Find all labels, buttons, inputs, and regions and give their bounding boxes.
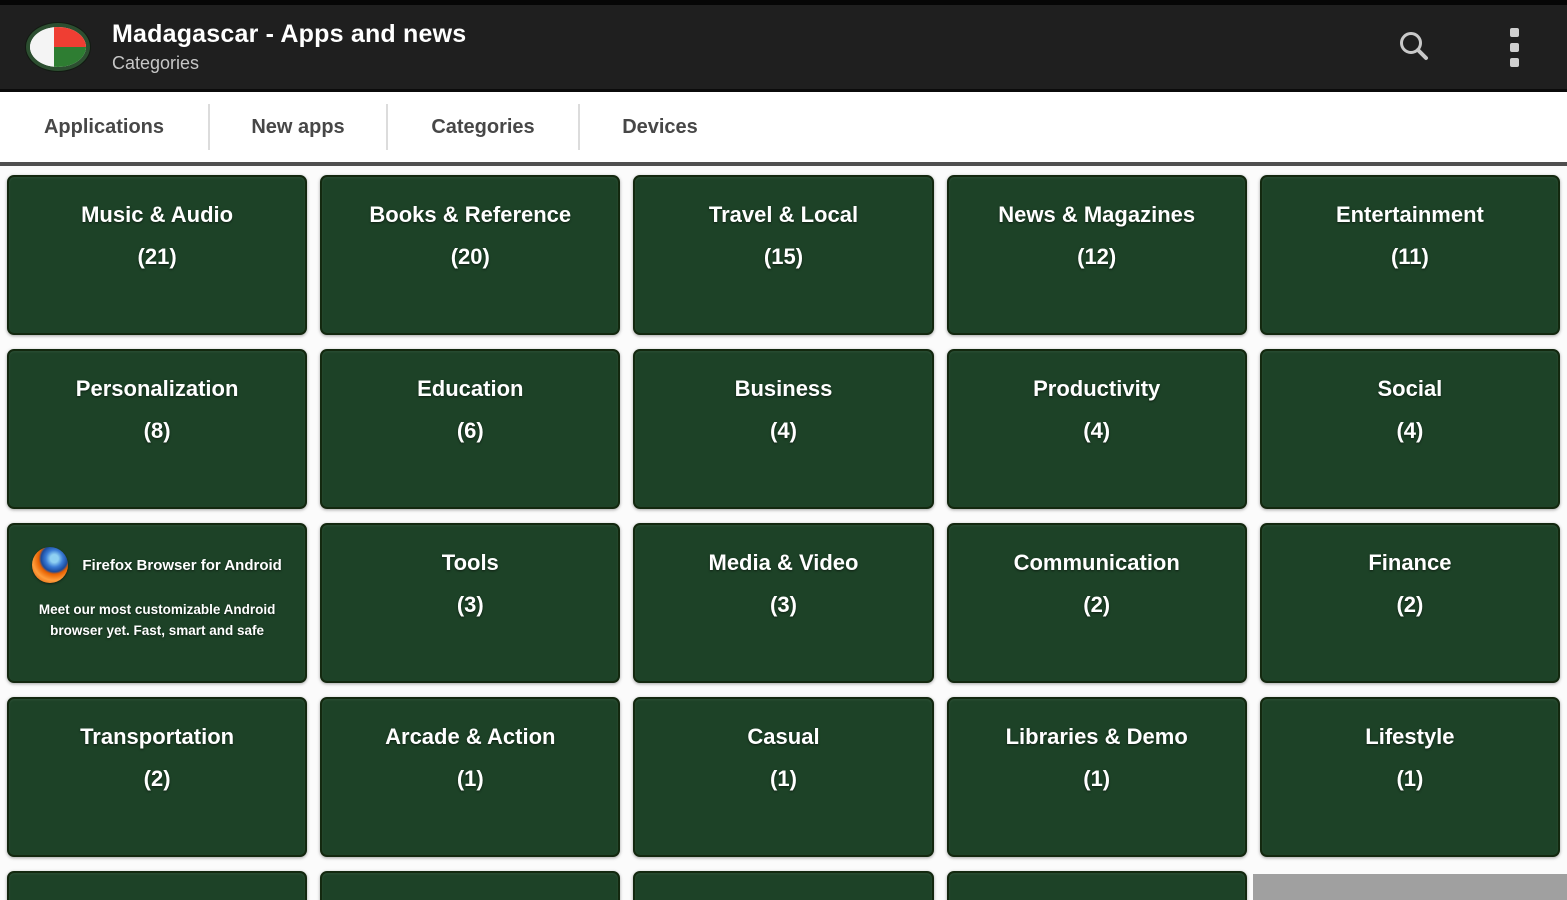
category-count: (21) [137, 244, 177, 269]
category-tile[interactable]: Business (4) [633, 349, 934, 509]
category-count: (8) [143, 418, 171, 443]
action-bar-titles: Madagascar - Apps and news Categories [112, 20, 466, 74]
tab-new-apps[interactable]: New apps [210, 92, 386, 162]
action-bar-actions [1390, 22, 1541, 73]
category-count: (15) [763, 244, 804, 269]
category-tile[interactable]: News & Magazines (12) [946, 175, 1247, 335]
more-options-icon [1510, 27, 1519, 67]
category-count: (1) [770, 766, 797, 791]
overflow-menu-button[interactable] [1504, 22, 1525, 73]
page-title: Madagascar - Apps and news [112, 20, 467, 48]
category-tile[interactable]: Tools (3) [320, 523, 621, 683]
category-count: (2) [1083, 592, 1111, 617]
category-name: Communication [1013, 550, 1180, 575]
category-tile[interactable]: Education (6) [320, 349, 621, 509]
category-name: Finance [1368, 550, 1452, 575]
category-count: (4) [770, 418, 797, 443]
category-tile[interactable]: Books & Reference (20) [320, 175, 621, 335]
tab-bar: Applications New apps Categories Devices [0, 92, 1567, 166]
flag-red-stripe [53, 27, 86, 47]
category-name: Travel & Local [708, 202, 859, 227]
category-name: Tools [441, 550, 499, 575]
category-tile[interactable]: Media & Video (3) [633, 523, 934, 683]
category-count: (1) [456, 766, 484, 791]
tab-devices[interactable]: Devices [580, 92, 740, 162]
ad-tile-firefox[interactable]: Firefox Browser for Android Meet our most… [7, 523, 308, 683]
category-count: (4) [1396, 418, 1424, 443]
category-name: News & Magazines [998, 202, 1196, 227]
category-count: (6) [456, 418, 484, 443]
category-tile[interactable]: Libraries & Demo (1) [946, 697, 1247, 857]
category-name: Media & Video [708, 550, 859, 575]
category-grid: Music & Audio (21) Books & Reference (20) Tr… [0, 166, 1567, 900]
category-tile[interactable]: Communication (2) [946, 523, 1247, 683]
flag-green-stripe [53, 47, 86, 67]
tab-categories[interactable]: Categories [388, 92, 578, 162]
category-count: (1) [1396, 766, 1424, 791]
category-tile[interactable]: Social (4) [1259, 349, 1560, 509]
tab-divider [386, 104, 388, 150]
category-count: (2) [143, 766, 171, 791]
category-tile[interactable]: Finance (2) [1259, 523, 1560, 683]
category-name: Entertainment [1335, 202, 1484, 227]
search-button[interactable] [1390, 23, 1438, 71]
category-name: Libraries & Demo [1005, 724, 1188, 749]
category-name: Business [734, 376, 833, 401]
category-name: Social [1377, 376, 1443, 401]
category-count: (3) [456, 592, 484, 617]
page-subtitle: Categories [112, 53, 200, 73]
category-name: Lifestyle [1365, 724, 1455, 749]
category-name: Education [417, 376, 524, 401]
madagascar-flag-icon [26, 23, 90, 71]
tab-divider [578, 104, 580, 150]
category-count: (12) [1077, 244, 1117, 269]
search-icon [1396, 29, 1432, 65]
category-name: Casual [747, 724, 820, 749]
ad-header: Firefox Browser for Android [32, 547, 282, 583]
category-name: Music & Audio [81, 202, 234, 227]
ad-app-name: Firefox Browser for Android [82, 556, 282, 574]
category-name: Personalization [75, 376, 239, 401]
category-name: Arcade & Action [385, 724, 556, 749]
category-tile-partial[interactable] [946, 871, 1247, 900]
category-tile[interactable]: Entertainment (11) [1259, 175, 1560, 335]
category-count: (3) [770, 592, 797, 617]
category-name: Books & Reference [369, 202, 572, 227]
tab-divider [208, 104, 210, 150]
category-tile[interactable]: Travel & Local (15) [633, 175, 934, 335]
category-tile[interactable]: Productivity (4) [946, 349, 1247, 509]
category-count: (2) [1396, 592, 1424, 617]
tab-applications[interactable]: Applications [0, 92, 208, 162]
category-tile[interactable]: Music & Audio (21) [7, 175, 308, 335]
category-tile[interactable]: Personalization (8) [7, 349, 308, 509]
category-count: (4) [1083, 418, 1111, 443]
category-name: Transportation [80, 724, 235, 749]
ad-banner-placeholder[interactable] [1253, 874, 1567, 900]
category-tile-partial[interactable] [320, 871, 621, 900]
category-tile-partial[interactable] [633, 871, 934, 900]
action-bar: Madagascar - Apps and news Categories [0, 0, 1567, 92]
category-tile[interactable]: Casual (1) [633, 697, 934, 857]
category-tile-partial[interactable] [7, 871, 308, 900]
category-count: (11) [1390, 244, 1429, 269]
flag-white-stripe [30, 27, 54, 67]
category-count: (1) [1083, 766, 1111, 791]
firefox-logo-icon [32, 547, 69, 583]
ad-description: Meet our most customizable Android brows… [38, 602, 276, 638]
category-count: (20) [450, 244, 490, 269]
category-tile[interactable]: Transportation (2) [7, 697, 308, 857]
category-tile[interactable]: Lifestyle (1) [1259, 697, 1560, 857]
category-name: Productivity [1033, 376, 1161, 401]
category-tile[interactable]: Arcade & Action (1) [320, 697, 621, 857]
